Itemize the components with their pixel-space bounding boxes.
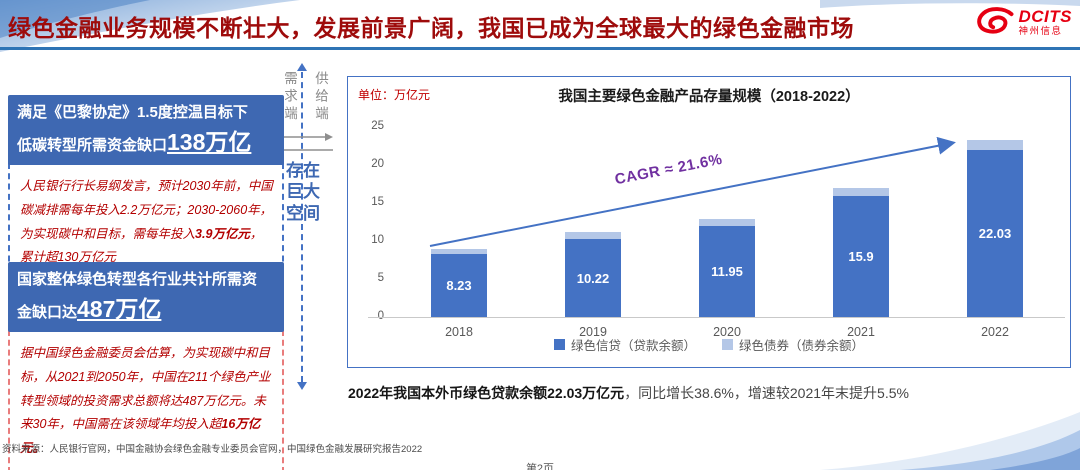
funding-gap-box-paris: 满足《巴黎协定》1.5度控温目标下 低碳转型所需资金缺口138万亿 人民银行行长… (8, 95, 284, 282)
logo-subtitle: 神州信息 (1018, 25, 1063, 37)
plot-area: CAGR ≈ 21.6% 8.23 2018 10.22 2019 11.95 2020 1… (392, 127, 1062, 339)
bar-2019: 10.22 (565, 231, 621, 317)
header-line2: 金缺口达487万亿 (17, 295, 162, 322)
y-tick-label: 25 (371, 120, 384, 132)
funding-gap-box-paris-body: 人民银行行长易纲发言，预计2030年前，中国碳减排需每年投入2.2万亿元；203… (8, 163, 284, 282)
x-tick-label: 2022 (981, 325, 1009, 339)
logo-brand: DCITS (1018, 6, 1072, 26)
bar-segment-credit: 22.03 (967, 149, 1023, 317)
text-segment: ，同比增长38.6%，增速较2021年末提升5.5% (624, 385, 909, 401)
bar-segment-credit: 10.22 (565, 239, 621, 317)
header-line2: 低碳转型所需资金缺口138万亿 (17, 128, 252, 155)
up-arrow-icon (297, 63, 307, 71)
text-segment: 3.9万亿元 (195, 226, 250, 241)
chart-legend: 绿色信贷（贷款余额） 绿色债券（债券余额） (348, 335, 1070, 354)
header-line1: 国家整体绿色转型各行业共计所需资 (17, 271, 258, 288)
bar-2022: 22.03 (967, 140, 1023, 317)
dcits-swirl-icon (976, 7, 1013, 34)
bar-segment-bonds (431, 249, 487, 255)
legend-swatch (553, 339, 565, 350)
page-title: 绿色金融业务规模不断壮大，发展前景广阔，我国已成为全球最大的绿色金融市场 (8, 15, 854, 41)
bar-2020: 11.95 (699, 218, 755, 317)
text-segment: 据中国绿色金融委员会估算，为实现碳中和目标，从2021到2050年，中国在211… (20, 346, 271, 432)
bar-segment-credit: 11.95 (699, 226, 755, 317)
bar-segment-bonds (833, 187, 889, 197)
y-tick-label: 20 (371, 158, 384, 170)
x-axis-line (368, 317, 1065, 318)
bar-segment-credit: 15.9 (833, 196, 889, 317)
text-segment: 2022年我国本外币绿色贷款余额22.03万亿元 (348, 385, 625, 401)
funding-gap-box-national: 国家整体绿色转型各行业共计所需资 金缺口达487万亿 据中国绿色金融委员会估算，… (8, 262, 284, 470)
bar-segment-bonds (967, 140, 1023, 150)
x-tick-label: 2021 (847, 325, 875, 339)
source-note: 资料来源：人民银行官网，中国金融协会绿色金融专业委员会官网，中国绿色金融发展研究… (2, 444, 423, 455)
y-tick-label: 5 (377, 272, 384, 284)
trend-arrow (429, 136, 956, 247)
text-segment: ，累计超130万亿元 (20, 226, 263, 265)
chart-title: 我国主要绿色金融产品存量规模（2018-2022） (558, 89, 860, 105)
supply-side-label: 供给端 (313, 71, 328, 124)
x-tick-label: 2019 (579, 325, 607, 339)
bar-value-label: 22.03 (978, 225, 1012, 241)
gap-label: 存在巨大空间 (286, 161, 320, 223)
demand-side-label: 需求端 (282, 71, 297, 124)
vertical-dashed-divider (301, 72, 303, 382)
highlight-number: 138万亿 (167, 128, 252, 155)
bar-2018: 8.23 (431, 249, 487, 317)
x-tick-label: 2018 (445, 325, 473, 339)
y-tick-label: 15 (371, 196, 384, 208)
x-tick-label: 2020 (713, 325, 741, 339)
bar-segment-credit: 8.23 (431, 254, 487, 317)
y-tick-label: 0 (377, 310, 384, 322)
bar-segment-bonds (565, 231, 621, 240)
company-logo: DCITS 神州信息 (973, 7, 1073, 37)
page-number: 第2页 (525, 463, 555, 470)
bar-segment-bonds (699, 218, 755, 227)
header-divider-line (0, 47, 1080, 50)
y-tick-label: 10 (371, 234, 384, 246)
chart-unit-label: 单位：万亿元 (358, 88, 431, 102)
funding-gap-box-national-header: 国家整体绿色转型各行业共计所需资 金缺口达487万亿 (8, 262, 284, 332)
bar-value-label: 10.22 (576, 270, 610, 286)
bar-value-label: 15.9 (848, 249, 874, 265)
header-line1: 满足《巴黎协定》1.5度控温目标下 (17, 104, 248, 121)
text-segment: 16万亿元。 (20, 417, 261, 455)
legend-label: 绿色债券（债券余额） (739, 339, 865, 353)
chart-summary-text: 2022年我国本外币绿色贷款余额22.03万亿元，同比增长38.6%，增速较20… (348, 383, 909, 403)
legend-item: 绿色债券（债券余额） (722, 335, 864, 354)
bar-value-label: 8.23 (446, 278, 472, 294)
legend-label: 绿色信贷（贷款余额） (570, 339, 696, 353)
text-segment: 人民银行行长易纲发言，预计2030年前，中国碳减排需每年投入2.2万亿元；203… (20, 179, 273, 241)
legend-swatch (722, 339, 733, 350)
legend-item: 绿色信贷（贷款余额） (553, 335, 696, 354)
funding-gap-box-paris-header: 满足《巴黎协定》1.5度控温目标下 低碳转型所需资金缺口138万亿 (8, 95, 284, 165)
down-arrow-icon (297, 382, 307, 390)
bar-value-label: 11.95 (711, 264, 743, 280)
highlight-number: 487万亿 (77, 295, 162, 322)
bar-2021: 15.9 (833, 187, 889, 317)
chart-panel: 单位：万亿元 我国主要绿色金融产品存量规模（2018-2022） 0 5 10 15 2… (347, 76, 1071, 368)
